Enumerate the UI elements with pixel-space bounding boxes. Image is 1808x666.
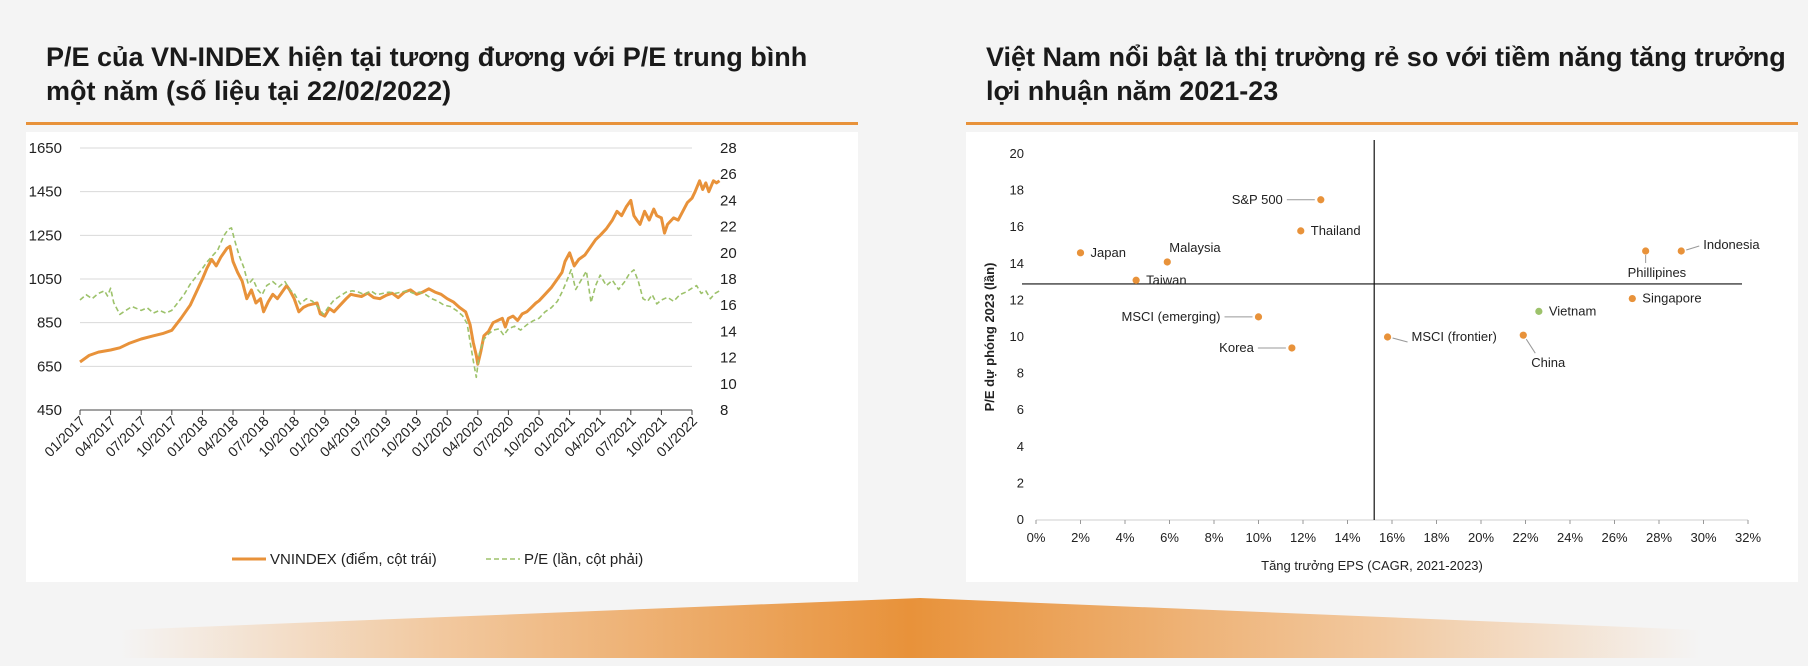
scatter-point (1628, 294, 1636, 303)
y-right-tick-label: 24 (720, 192, 737, 209)
label-leader-line (1525, 338, 1536, 354)
x-tick-label: 14% (1334, 530, 1360, 545)
pe-eps-scatter-chart: 0% 2% 4% 6% 8% 10% 12% 14% 16% 18% 20% 22% 24% 26% 28%… (966, 132, 1798, 582)
x-tick-label: 2% (1071, 530, 1090, 545)
y-tick-label: 2 (1017, 475, 1024, 490)
right-chart-title: Việt Nam nổi bật là thị trường rẻ so với… (986, 42, 1786, 106)
y-right-tick-label: 20 (720, 245, 737, 262)
scatter-point (1535, 307, 1543, 315)
y-left-tick-label: 450 (37, 402, 62, 419)
scatter-point (1076, 249, 1085, 257)
point-label: Indonesia (1703, 237, 1760, 252)
y-left-tick-label: 1450 (29, 184, 62, 201)
y-tick-label: 10 (1010, 329, 1024, 344)
legend-label-pe: P/E (lần, cột phải) (524, 551, 643, 568)
y-axis-title: P/E dự phóng 2023 (lần) (982, 263, 997, 412)
y-tick-label: 0 (1017, 512, 1024, 527)
y-right-tick-label: 10 (720, 376, 737, 393)
x-tick-label: 24% (1557, 530, 1583, 545)
x-tick-label: 10% (1245, 530, 1271, 545)
point-label: MSCI (emerging) (1122, 309, 1221, 324)
x-tick-label: 0% (1027, 530, 1046, 545)
scatter-point (1677, 247, 1685, 255)
x-tick-label: 18% (1423, 530, 1449, 545)
y-tick-label: 16 (1010, 219, 1024, 234)
y-right-tick-label: 22 (720, 219, 737, 236)
pe-series-line (79, 227, 720, 379)
x-axis-title: Tăng trưởng EPS (CAGR, 2021-2023) (1261, 558, 1483, 573)
y-right-tick-label: 28 (720, 140, 737, 157)
y-tick-label: 8 (1017, 366, 1024, 381)
scatter-point (1254, 313, 1263, 321)
vnindex-series-line (79, 179, 721, 366)
scatter-point (1642, 247, 1650, 255)
x-tick-label: 8% (1205, 530, 1224, 545)
y-right-tick-label: 14 (720, 323, 737, 340)
y-tick-label: 20 (1010, 146, 1024, 161)
x-tick-label: 6% (1160, 530, 1179, 545)
scatter-point (1132, 276, 1140, 284)
x-tick-label: 32% (1735, 530, 1761, 545)
left-chart-title: P/E của VN-INDEX hiện tại tương đương vớ… (46, 42, 808, 106)
point-label: Taiwan (1146, 272, 1186, 287)
scatter-point (1297, 227, 1305, 235)
scatter-point (1163, 258, 1171, 266)
right-title-divider (966, 122, 1798, 125)
y-tick-label: 4 (1017, 439, 1024, 454)
x-tick-label: 26% (1601, 530, 1627, 545)
pe-eps-scatter-svg: 0% 2% 4% 6% 8% 10% 12% 14% 16% 18% 20% 22% 24% 26% 28%… (982, 140, 1761, 573)
label-leader-line (1392, 337, 1408, 343)
y-tick-label: 6 (1017, 402, 1024, 417)
point-label: MSCI (frontier) (1412, 329, 1497, 344)
x-tick-label: 16% (1379, 530, 1405, 545)
y-left-tick-label: 850 (37, 315, 62, 332)
y-left-tick-label: 650 (37, 358, 62, 375)
x-tick-label: 30% (1690, 530, 1716, 545)
point-label: Vietnam (1549, 303, 1596, 318)
point-label: Thailand (1311, 223, 1361, 238)
y-tick-label: 12 (1010, 292, 1024, 307)
x-tick-label: 12% (1290, 530, 1316, 545)
label-leader-line (1686, 245, 1700, 251)
x-tick-label: 4% (1116, 530, 1135, 545)
vnindex-pe-chart: 450 650 850 1050 1250 1450 1650 8 10 12 14 16 18 20 22… (26, 132, 858, 582)
y-right-tick-label: 12 (720, 350, 737, 367)
y-left-tick-label: 1050 (29, 271, 62, 288)
legend-label-vnindex: VNINDEX (điểm, cột trái) (270, 551, 437, 568)
point-label: China (1531, 355, 1566, 370)
point-label: Phillipines (1628, 265, 1687, 280)
scatter-point (1317, 196, 1325, 204)
point-label: S&P 500 (1232, 192, 1283, 207)
x-tick-label: 28% (1646, 530, 1672, 545)
y-right-tick-label: 26 (720, 166, 737, 183)
x-tick-label: 20% (1468, 530, 1494, 545)
point-label: Japan (1091, 245, 1126, 260)
bottom-orange-banner (120, 598, 1700, 658)
y-tick-label: 18 (1010, 183, 1024, 198)
scatter-point (1383, 333, 1392, 341)
scatter-point (1519, 331, 1527, 339)
y-right-tick-label: 8 (720, 402, 728, 419)
y-right-tick-label: 16 (720, 297, 737, 314)
y-left-tick-label: 1250 (29, 227, 62, 244)
x-tick-label: 22% (1512, 530, 1538, 545)
vnindex-pe-chart-svg: 450 650 850 1050 1250 1450 1650 8 10 12 14 16 18 20 22… (29, 140, 737, 568)
point-label: Singapore (1642, 291, 1701, 306)
point-label: Malaysia (1169, 240, 1221, 255)
point-label: Korea (1219, 340, 1254, 355)
y-left-tick-label: 1650 (29, 140, 62, 157)
y-right-tick-label: 18 (720, 271, 737, 288)
left-title-divider (26, 122, 858, 125)
scatter-point (1288, 344, 1296, 352)
y-tick-label: 14 (1010, 256, 1024, 271)
